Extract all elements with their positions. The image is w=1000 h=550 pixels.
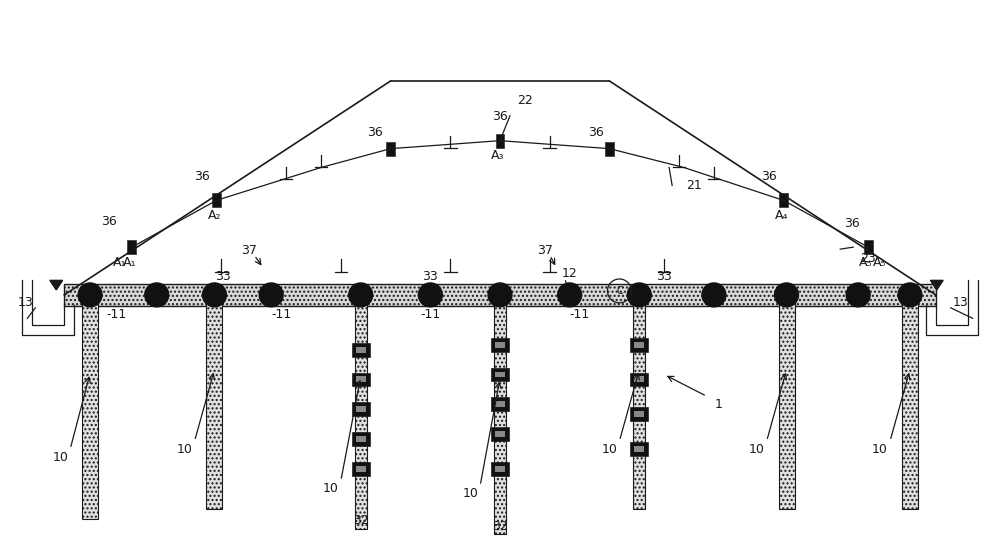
Circle shape	[418, 283, 442, 307]
Text: A₁: A₁	[123, 256, 137, 268]
Text: A₃: A₃	[491, 149, 505, 162]
Bar	[491, 462, 509, 476]
Text: 36: 36	[588, 126, 603, 139]
Text: 10: 10	[323, 482, 339, 496]
Circle shape	[627, 283, 651, 307]
Text: 33: 33	[422, 271, 438, 283]
Bar	[352, 372, 370, 387]
Text: 36: 36	[844, 217, 860, 230]
Text: A₄: A₄	[775, 209, 788, 222]
Bar	[212, 194, 221, 207]
Bar	[356, 346, 366, 353]
Text: 22: 22	[517, 95, 533, 107]
Text: 36: 36	[367, 126, 383, 139]
Bar	[356, 466, 366, 472]
Text: -11: -11	[271, 309, 291, 321]
Text: -11: -11	[569, 309, 590, 321]
Circle shape	[488, 283, 512, 307]
Bar	[494, 295, 506, 534]
Bar	[495, 342, 505, 348]
Text: 13: 13	[17, 296, 33, 309]
Bar	[491, 427, 509, 441]
Bar	[352, 403, 370, 416]
Bar	[779, 295, 795, 509]
Text: A₂: A₂	[208, 209, 221, 222]
Bar	[630, 338, 648, 351]
Text: C: C	[616, 286, 623, 296]
Text: 1: 1	[715, 398, 723, 411]
Polygon shape	[930, 280, 943, 290]
Text: 10: 10	[602, 443, 617, 455]
Text: 13: 13	[953, 296, 968, 309]
Bar	[352, 343, 370, 356]
Bar	[64, 284, 936, 306]
Circle shape	[78, 283, 102, 307]
Bar	[630, 408, 648, 421]
Bar	[355, 295, 367, 529]
Text: 21: 21	[686, 179, 702, 192]
Bar	[634, 377, 644, 382]
Bar	[864, 240, 873, 254]
Text: A₅: A₅	[873, 256, 887, 268]
Circle shape	[145, 283, 169, 307]
Text: 37: 37	[537, 244, 553, 257]
Bar	[491, 367, 509, 382]
Circle shape	[349, 283, 373, 307]
Text: 32: 32	[353, 514, 369, 527]
Text: 10: 10	[52, 450, 68, 464]
Text: A₅: A₅	[859, 256, 873, 268]
Text: -11: -11	[420, 309, 440, 321]
Bar	[206, 295, 222, 509]
Text: 33: 33	[656, 271, 672, 283]
Bar	[127, 240, 136, 254]
Bar	[902, 295, 918, 509]
Bar	[82, 295, 98, 519]
Bar	[630, 372, 648, 387]
Bar	[634, 411, 644, 417]
Bar	[356, 406, 366, 412]
Text: 36: 36	[194, 170, 209, 183]
Text: 10: 10	[749, 443, 765, 455]
Text: 37: 37	[241, 244, 257, 257]
Circle shape	[203, 283, 226, 307]
Bar	[352, 432, 370, 446]
Bar	[352, 462, 370, 476]
Bar	[605, 142, 614, 156]
Text: 36: 36	[101, 214, 117, 228]
Circle shape	[702, 283, 726, 307]
Bar	[356, 377, 366, 382]
Text: 36: 36	[761, 170, 777, 183]
Bar	[491, 398, 509, 411]
Bar	[634, 342, 644, 348]
Text: 23: 23	[860, 251, 876, 265]
Circle shape	[846, 283, 870, 307]
Bar	[779, 194, 788, 207]
Text: 10: 10	[462, 487, 478, 500]
Bar	[630, 442, 648, 456]
Bar	[633, 295, 645, 509]
Bar	[496, 134, 504, 147]
Text: 33: 33	[216, 271, 231, 283]
Bar	[356, 436, 366, 442]
Bar	[491, 338, 509, 351]
Text: 12: 12	[562, 267, 578, 279]
Bar	[495, 402, 505, 408]
Bar	[634, 446, 644, 452]
Text: 32: 32	[492, 520, 508, 533]
Circle shape	[259, 283, 283, 307]
Text: -11: -11	[107, 309, 127, 321]
Text: 10: 10	[872, 443, 888, 455]
Text: 36: 36	[492, 111, 508, 123]
Bar	[495, 466, 505, 472]
Bar	[495, 371, 505, 377]
Text: A₁: A₁	[113, 256, 127, 268]
Circle shape	[558, 283, 582, 307]
Text: 10: 10	[177, 443, 193, 455]
Polygon shape	[50, 280, 63, 290]
Bar	[386, 142, 395, 156]
Circle shape	[775, 283, 798, 307]
Circle shape	[898, 283, 922, 307]
Bar	[495, 431, 505, 437]
